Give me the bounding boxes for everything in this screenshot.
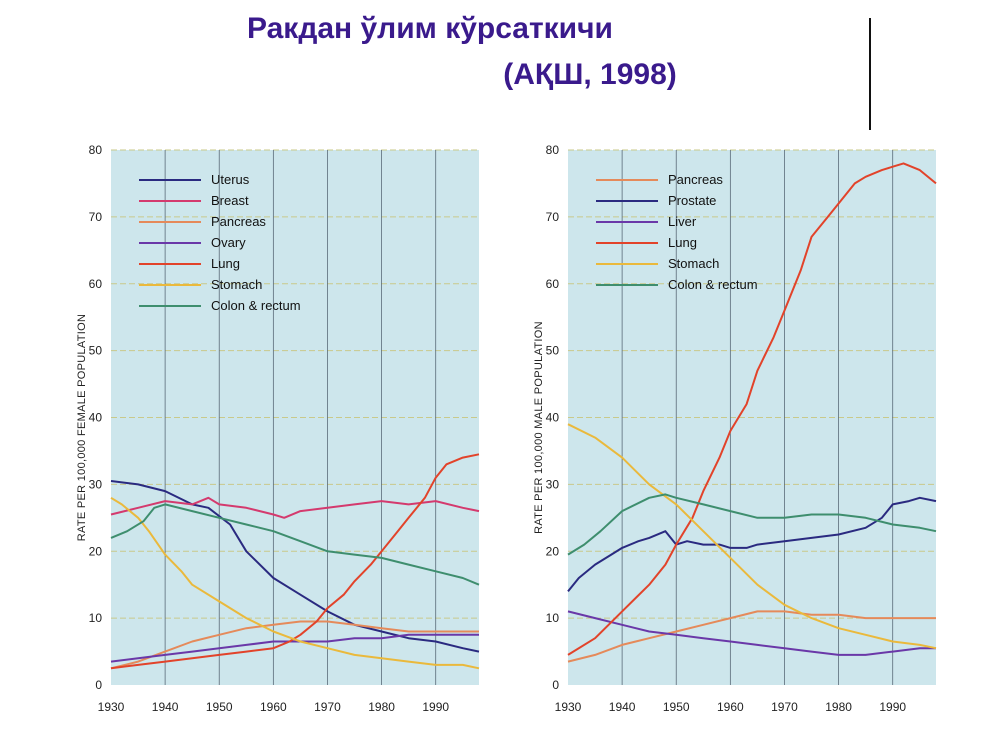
y-tick-label: 20 [89,544,103,558]
x-tick-label: 1990 [422,700,449,714]
series-line-lung [110,453,480,670]
series-line-colon-and-rectum [567,493,937,556]
series-line-colon-and-rectum [110,503,480,586]
y-tick-label: 40 [546,411,560,425]
y-tick-label: 30 [546,477,560,491]
page-title: Ракдан ўлим кўрсаткичи [247,12,613,45]
y-axis-label: RATE PER 100,000 MALE POPULATION [533,321,545,534]
x-tick-label: 1950 [663,700,690,714]
series-line-pancreas [110,620,479,670]
y-tick-label: 0 [95,678,102,692]
series-line-pancreas [567,610,936,663]
page-subtitle: (АҚШ, 1998) [503,58,677,91]
y-tick-label: 60 [546,277,560,291]
legend-label-stomach: Stomach [668,256,719,271]
legend-label-stomach: Stomach [211,277,262,292]
x-tick-label: 1980 [368,700,395,714]
y-tick-label: 20 [546,544,560,558]
series-line-breast [110,496,480,519]
x-tick-label: 1930 [555,700,582,714]
legend-label-lung: Lung [668,235,697,250]
y-tick-label: 70 [89,210,103,224]
series-line-stomach [110,496,480,670]
x-tick-label: 1960 [260,700,287,714]
y-tick-label: 60 [89,277,103,291]
y-tick-label: 70 [546,210,560,224]
series-line-lung [567,162,937,656]
series-line-uterus [110,480,480,653]
y-tick-label: 80 [89,143,103,157]
x-tick-label: 1950 [206,700,233,714]
y-tick-label: 50 [546,344,560,358]
female-cancer-chart: 0 10 20 30 40 50 60 70 80 1930 1940 1950 1960 1970 198… [76,143,480,714]
y-tick-label: 10 [546,611,560,625]
y-tick-label: 0 [552,678,559,692]
y-tick-label: 30 [89,477,103,491]
legend-label-prostate: Prostate [668,193,716,208]
y-tick-label: 80 [546,143,560,157]
y-tick-label: 10 [89,611,103,625]
x-tick-label: 1970 [314,700,341,714]
series-line-prostate [567,496,937,593]
x-tick-label: 1940 [152,700,179,714]
x-tick-label: 1990 [879,700,906,714]
series-line-liver [567,610,936,656]
legend-label-breast: Breast [211,193,249,208]
legend-label-pancreas: Pancreas [211,214,266,229]
x-tick-label: 1930 [98,700,125,714]
male-cancer-chart: 0 10 20 30 40 50 60 70 80 1930 1940 1950 1960 1970 198… [533,143,937,714]
legend-label-lung: Lung [211,256,240,271]
legend-label-colon-and-rectum: Colon & rectum [211,298,301,313]
legend-label-ovary: Ovary [211,235,246,250]
x-tick-label: 1940 [609,700,636,714]
y-tick-label: 40 [89,411,103,425]
legend-label-uterus: Uterus [211,172,250,187]
divider-line [869,18,871,130]
y-axis-label: RATE PER 100,000 FEMALE POPULATION [76,314,88,541]
legend-label-pancreas: Pancreas [668,172,723,187]
series-line-stomach [567,423,937,650]
x-tick-label: 1960 [717,700,744,714]
legend-label-liver: Liver [668,214,697,229]
legend-label-colon-and-rectum: Colon & rectum [668,277,758,292]
x-tick-label: 1970 [771,700,798,714]
y-tick-label: 50 [89,344,103,358]
x-tick-label: 1980 [825,700,852,714]
